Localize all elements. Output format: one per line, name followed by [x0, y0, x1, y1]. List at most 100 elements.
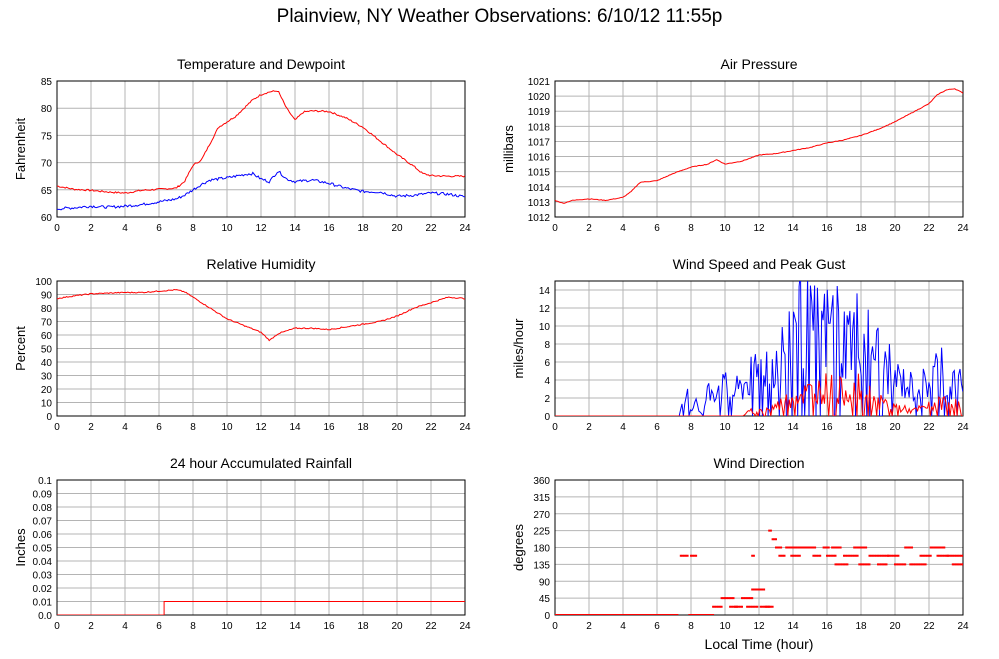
direction-point [860, 546, 862, 549]
direction-point [620, 614, 623, 615]
x-tick-label: 16 [323, 621, 335, 632]
y-tick-label: 10 [41, 399, 53, 410]
direction-point [623, 614, 626, 615]
y-tick-label: 80 [41, 104, 53, 115]
direction-point [900, 563, 903, 566]
direction-point [882, 563, 885, 566]
direction-point [732, 597, 735, 600]
y-tick-label: 0 [46, 412, 52, 423]
x-tick-label: 8 [688, 223, 694, 234]
direction-point [826, 554, 828, 557]
x-tick-label: 6 [156, 422, 162, 433]
direction-point [831, 554, 834, 557]
x-tick-label: 16 [323, 223, 335, 234]
direction-point [705, 614, 708, 615]
direction-point [584, 614, 587, 615]
direction-point [746, 597, 749, 600]
direction-point [851, 554, 854, 557]
direction-point [814, 554, 817, 557]
direction-point [775, 538, 777, 541]
pressure-ylabel: millibars [501, 125, 516, 173]
x-tick-label: 4 [122, 422, 128, 433]
direction-point [628, 614, 631, 615]
direction-point [710, 614, 713, 615]
x-tick-label: 6 [156, 621, 162, 632]
direction-point [644, 614, 647, 615]
direction-point [639, 614, 641, 615]
direction-point [904, 546, 907, 549]
direction-point [695, 554, 698, 557]
direction-point [729, 605, 732, 608]
direction-point [751, 554, 754, 557]
direction-point [701, 614, 704, 615]
x-tick-label: 12 [255, 223, 267, 234]
direction-point [802, 546, 805, 549]
humidity-ylabel: Percent [13, 326, 28, 371]
direction-point [579, 614, 582, 615]
direction-point [649, 614, 652, 615]
direction-point [962, 554, 963, 557]
x-tick-label: 0 [552, 223, 558, 234]
direction-point [871, 554, 874, 557]
direction-point [606, 614, 609, 615]
x-tick-label: 16 [821, 422, 833, 433]
direction-point [567, 614, 570, 615]
direction-point [807, 546, 810, 549]
direction-point [950, 554, 953, 557]
x-tick-label: 22 [923, 223, 935, 234]
direction-point [870, 554, 873, 557]
direction-point [812, 546, 815, 549]
direction-point [786, 546, 789, 549]
rain-ylabel: Inches [13, 528, 28, 567]
direction-point [572, 614, 575, 615]
direction-point [853, 546, 856, 549]
direction-point [654, 614, 657, 615]
direction-point [661, 614, 664, 615]
wind-title: Wind Speed and Peak Gust [673, 256, 846, 272]
direction-point [897, 563, 900, 566]
x-tick-label: 22 [923, 621, 935, 632]
direction-point [605, 614, 607, 615]
x-tick-label: 12 [255, 621, 267, 632]
y-tick-label: 60 [41, 331, 53, 342]
direction-point [577, 614, 580, 615]
y-tick-label: 270 [533, 510, 550, 521]
y-tick-label: 4 [544, 376, 550, 387]
direction-point [776, 546, 779, 549]
direction-point [752, 605, 755, 608]
direction-point [909, 563, 912, 566]
direction-point [814, 546, 817, 549]
x-tick-label: 14 [787, 223, 799, 234]
direction-point [691, 614, 694, 615]
y-tick-label: 0.0 [38, 611, 52, 622]
x-tick-label: 2 [88, 621, 94, 632]
direction-point [960, 563, 963, 566]
y-tick-label: 0 [544, 611, 550, 622]
x-tick-label: 20 [889, 422, 901, 433]
pressure-series-line-0 [555, 88, 963, 204]
direction-point [868, 554, 871, 557]
direction-point [732, 605, 735, 608]
direction-point [848, 554, 851, 557]
direction-point [671, 614, 674, 615]
direction-point [792, 554, 794, 557]
direction-point [858, 546, 861, 549]
direction-point [892, 554, 895, 557]
direction-point [752, 554, 755, 557]
direction-point [812, 554, 815, 557]
x-tick-label: 12 [255, 422, 267, 433]
x-tick-label: 2 [586, 621, 592, 632]
direction-point [793, 554, 796, 557]
direction-point [895, 554, 898, 557]
direction-grid [554, 479, 964, 616]
direction-point [630, 614, 633, 615]
direction-point [754, 588, 757, 591]
direction-point [894, 563, 896, 566]
direction-point [846, 554, 849, 557]
direction-ylabel: degrees [511, 524, 526, 571]
direction-point [805, 546, 808, 549]
y-tick-label: 70 [41, 159, 53, 170]
y-tick-label: 20 [41, 385, 53, 396]
direction-point [863, 563, 866, 566]
